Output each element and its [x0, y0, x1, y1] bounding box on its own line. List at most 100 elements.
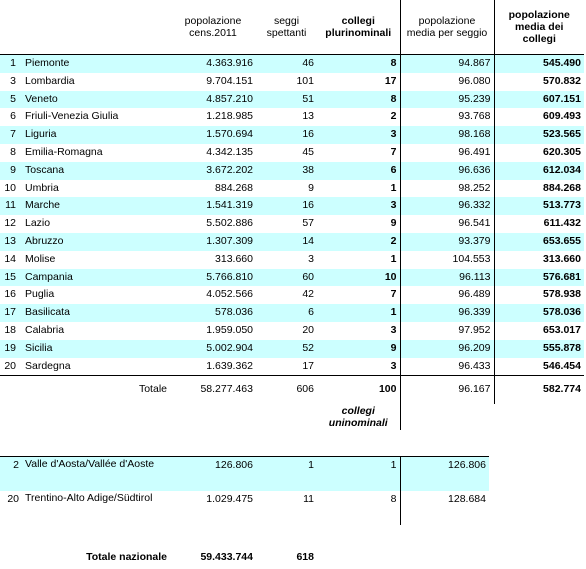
row-number: 13 [0, 232, 22, 251]
row-media: 98.168 [399, 126, 494, 144]
row-seggi: 20 [302, 323, 314, 336]
row-seggi: 46 [256, 54, 317, 73]
row-seggi: 57 [302, 217, 314, 230]
totale-collegi: 100 [317, 375, 400, 404]
row-seggi: 16 [256, 197, 317, 216]
table-row: 7 Liguria 1.570.694 16 3 98.168 523.565 [0, 126, 584, 144]
row-region: Basilicata [22, 304, 170, 322]
row-seggi: 45 [302, 145, 314, 158]
row-media-collegi: 653.655 [493, 232, 584, 251]
row-number: 9 [0, 161, 22, 180]
row-collegi: 9 [390, 217, 397, 230]
row-popolazione: 1.029.475 [206, 493, 253, 505]
row-popolazione: 1.218.985 [206, 110, 253, 123]
row-media: 126.806 [399, 456, 489, 491]
row-media-collegi: 884.268 [493, 179, 584, 198]
row-collegi: 1 [390, 181, 397, 194]
row-collegi: 9 [317, 339, 400, 358]
row-popolazione: 4.052.566 [206, 288, 253, 301]
row-media: 96.339 [399, 304, 494, 322]
row-media: 96.332 [399, 197, 494, 216]
table-row: 5 Veneto 4.857.210 51 8 95.239 607.151 [0, 90, 584, 109]
row-collegi: 2 [317, 232, 400, 251]
row-seggi: 60 [256, 268, 317, 287]
row-region: Sicilia [22, 339, 170, 358]
row-region: Abruzzo [22, 232, 170, 251]
row-number: 7 [0, 126, 22, 144]
row-region: Campania [22, 268, 170, 287]
totale-nazionale-label: Totale nazionale [86, 551, 167, 563]
row-region: Molise [25, 252, 56, 265]
row-collegi: 3 [317, 197, 400, 216]
row-popolazione: 126.806 [170, 456, 256, 491]
row-media: 94.867 [399, 54, 494, 73]
row-media-collegi: 513.773 [493, 197, 584, 216]
table-row: 19 Sicilia 5.002.904 52 9 96.209 555.878 [0, 339, 584, 358]
row-popolazione: 5.766.810 [170, 268, 256, 287]
totale-row: Totale 58.277.463 606 100 96.167 582.774 [0, 375, 584, 404]
table-row: 6 Friuli-Venezia Giulia 1.218.985 13 2 93.768… [0, 108, 584, 127]
table-row: 1 Piemonte 4.363.916 46 8 94.867 545.490 [0, 54, 584, 73]
row-region: Valle d'Aosta/Vallée d'Aoste [22, 456, 170, 491]
totale-nazionale-row: Totale nazionale 59.433.744 618 [0, 549, 489, 567]
totale-seggi: 606 [256, 375, 317, 404]
table-row: 3 Lombardia 9.704.151 101 17 96.080 570.832 [0, 72, 584, 91]
row-number: 19 [0, 339, 22, 358]
row-collegi: 7 [390, 145, 397, 158]
table-row: 2 Valle d'Aosta/Vallée d'Aoste 126.806 1 1 12… [0, 456, 489, 491]
row-collegi: 3 [390, 359, 397, 372]
row-popolazione: 4.857.210 [170, 90, 256, 109]
row-number: 20 [4, 359, 16, 372]
row-popolazione: 4.342.135 [206, 145, 253, 158]
row-seggi: 1 [256, 456, 317, 491]
row-media-collegi: 653.017 [493, 321, 584, 340]
row-region: Marche [22, 197, 170, 216]
regional-seat-table: popolazione cens.2011 seggi spettanti co… [0, 0, 584, 430]
special-region-rows: 2 Valle d'Aosta/Vallée d'Aoste 126.806 1 1 12… [0, 456, 489, 525]
table-row: 13 Abruzzo 1.307.309 14 2 93.379 653.655 [0, 232, 584, 251]
row-seggi: 38 [256, 161, 317, 180]
row-media-collegi: 313.660 [493, 250, 584, 269]
row-media: 96.489 [399, 286, 494, 305]
row-collegi: 3 [390, 323, 397, 336]
row-collegi: 1 [317, 304, 400, 322]
table-row: 14 Molise 313.660 3 1 104.553 313.660 [0, 250, 584, 269]
row-region: Piemonte [22, 54, 170, 73]
row-media-collegi: 607.151 [493, 90, 584, 109]
table-row: 9 Toscana 3.672.202 38 6 96.636 612.034 [0, 161, 584, 180]
row-region: Emilia-Romagna [25, 145, 103, 158]
row-collegi: 8 [317, 54, 400, 73]
row-media-collegi: 570.832 [493, 72, 584, 91]
row-media-collegi: 609.493 [493, 108, 584, 127]
row-media-collegi: 578.036 [493, 304, 584, 322]
row-media: 96.636 [399, 161, 494, 180]
row-number: 14 [4, 252, 16, 265]
row-media: 128.684 [399, 491, 489, 525]
row-media: 96.080 [399, 72, 494, 91]
row-region: Sardegna [25, 359, 71, 372]
totale-label: Totale [22, 375, 170, 404]
row-region: Liguria [22, 126, 170, 144]
row-media: 96.113 [399, 268, 494, 287]
row-collegi: 3 [317, 126, 400, 144]
row-popolazione: 1.959.050 [206, 323, 253, 336]
row-media-collegi: 523.565 [493, 126, 584, 144]
row-media: 96.541 [399, 215, 494, 233]
header-uninominali: collegi uninominali [328, 404, 388, 429]
row-region: Toscana [22, 161, 170, 180]
row-popolazione: 9.704.151 [206, 74, 253, 87]
row-media-collegi: 611.432 [493, 215, 584, 233]
row-number: 8 [10, 145, 16, 158]
row-popolazione: 3.672.202 [170, 161, 256, 180]
row-media-collegi: 576.681 [493, 268, 584, 287]
row-popolazione: 313.660 [215, 252, 253, 265]
row-seggi: 16 [256, 126, 317, 144]
row-number: 18 [4, 323, 16, 336]
row-region: Umbria [25, 181, 59, 194]
row-collegi: 1 [317, 456, 400, 491]
row-number: 11 [0, 197, 22, 216]
row-number: 20 [7, 493, 19, 505]
row-media: 93.379 [399, 232, 494, 251]
totale-media-collegi: 582.774 [493, 375, 584, 404]
row-collegi: 17 [384, 74, 397, 87]
